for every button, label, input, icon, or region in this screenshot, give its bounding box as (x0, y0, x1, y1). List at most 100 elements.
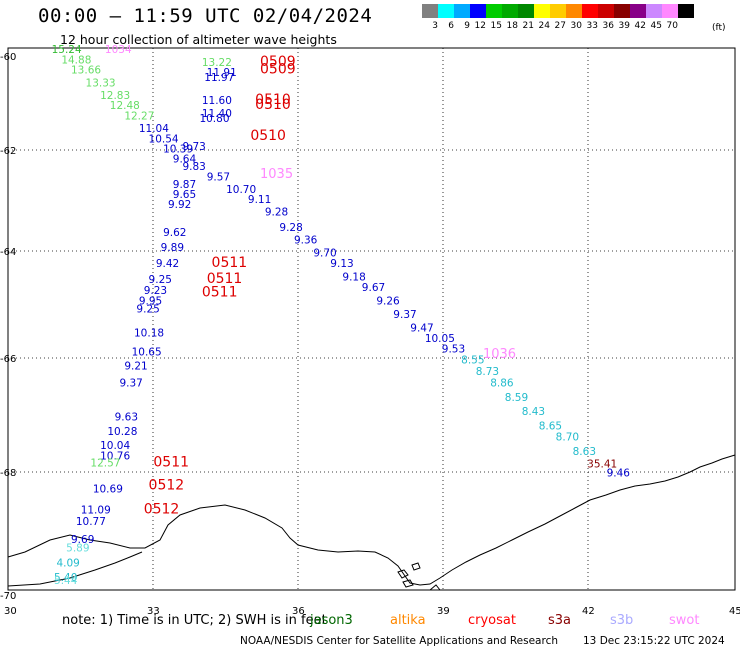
color-legend: 3 6 9 12 15 18 21 24 27 30 33 36 39 42 45 70 (ft) (422, 4, 726, 33)
pass-time-label: 0509 (260, 54, 296, 70)
pass-time-label: 0511 (153, 454, 189, 470)
swh-value: 12.27 (124, 110, 154, 122)
swh-value: 9.13 (330, 258, 353, 270)
coastline (7, 454, 736, 591)
legend-label: 6 (448, 21, 454, 31)
swh-value: 8.86 (490, 378, 514, 390)
legend-label: 39 (618, 21, 630, 31)
swh-value: 15.24 (52, 44, 82, 56)
swh-value: 9.83 (182, 161, 205, 173)
swh-value: 9.37 (119, 378, 142, 390)
pass-time-label: 0511 (202, 284, 238, 300)
swh-value: 8.73 (476, 366, 499, 378)
swh-value: 9.53 (442, 344, 465, 356)
lon-tick-label: 45 (729, 606, 740, 617)
pass-time-label: 0510 (250, 128, 286, 144)
legend-swatch (438, 4, 454, 18)
swh-value: 8.70 (556, 432, 579, 444)
axis-labels: 30 33 36 39 42 45 -60 -62 -64 -66 -68 -70 (0, 52, 740, 617)
swh-value: 10.70 (226, 184, 256, 196)
coastline-mainland (7, 454, 736, 586)
swh-value: 9.92 (168, 199, 191, 211)
pass-time-label: 0512 (149, 478, 185, 494)
legend-swatch (582, 4, 598, 18)
satellite-name-swot: swot (669, 613, 700, 628)
swh-value: 9.37 (393, 309, 416, 321)
island (411, 562, 421, 571)
lat-tick-label: -66 (0, 354, 16, 365)
island (429, 584, 441, 591)
swh-value: 9.62 (163, 227, 186, 239)
legend-label: 36 (602, 21, 614, 31)
legend-swatch (614, 4, 630, 18)
legend-swatches (422, 4, 694, 18)
swh-value: 11.60 (202, 95, 232, 107)
swh-value: 12.83 (100, 90, 130, 102)
island (397, 569, 409, 579)
swh-value: 10.69 (93, 484, 123, 496)
swh-value: 9.28 (279, 222, 302, 234)
swh-value: 10.18 (134, 328, 164, 340)
swh-value: 11.91 (207, 67, 237, 79)
lon-tick-label: 30 (4, 606, 17, 617)
swh-value: 10.39 (163, 144, 193, 156)
lon-tick-label: 36 (292, 606, 305, 617)
lat-tick-label: -68 (0, 468, 16, 479)
legend-label: 9 (464, 21, 470, 31)
pass-time-label: 0510 (255, 97, 291, 113)
swh-value: 9.47 (410, 322, 433, 334)
legend-swatch (662, 4, 678, 18)
legend-swatch (534, 4, 550, 18)
swh-value: 13.33 (86, 77, 116, 89)
legend-swatch (454, 4, 470, 18)
swh-value: 9.95 (139, 296, 162, 308)
swh-value: 35.41 (587, 458, 617, 470)
swh-value: 5.89 (66, 543, 89, 555)
swh-value: 8.59 (505, 392, 528, 404)
swh-value: 11.04 (139, 123, 169, 135)
swh-value: 8.43 (522, 406, 545, 418)
lon-tick-label: 39 (437, 606, 450, 617)
swh-value: 9.64 (173, 154, 197, 166)
swh-value: 8.55 (461, 355, 484, 367)
map-frame (7, 47, 736, 591)
legend-swatch (518, 4, 534, 18)
legend-swatch (470, 4, 486, 18)
legend-label: 30 (570, 21, 582, 31)
swh-value: 9.25 (149, 274, 172, 286)
swh-value: 9.46 (607, 468, 631, 480)
swh-value: 12.57 (90, 457, 120, 469)
legend-label: 42 (634, 21, 646, 31)
swh-value: 10.76 (100, 450, 130, 462)
swh-value: 9.25 (136, 304, 159, 316)
swh-value: 9.36 (294, 234, 318, 246)
swh-value: 9.67 (362, 282, 385, 294)
legend-swatch (646, 4, 662, 18)
swh-value: 9.21 (124, 360, 147, 372)
legend-label: 12 (474, 21, 486, 31)
swh-value: 9.63 (115, 412, 138, 424)
swh-value: 12.48 (110, 100, 140, 112)
timestamp: 13 Dec 23:15:22 UTC 2024 (583, 635, 725, 647)
legend-label: 18 (506, 21, 518, 31)
legend-swatch (550, 4, 566, 18)
lon-tick-label: 33 (147, 606, 160, 617)
swh-value: 13.66 (71, 65, 101, 77)
credit-line: NOAA/NESDIS Center for Satellite Applica… (240, 635, 558, 647)
lat-tick-label: -64 (0, 247, 16, 258)
swh-value: 9.70 (313, 247, 336, 259)
satellite-name-s3a: s3a (548, 613, 572, 628)
swh-value: 10.05 (425, 333, 455, 345)
legend-label: 33 (586, 21, 598, 31)
legend-label: 45 (650, 21, 662, 31)
pass-labels: 1035 1036 (260, 167, 516, 362)
swh-value: 10.04 (100, 440, 130, 452)
swh-value: 9.57 (207, 171, 230, 183)
page-title: 00:00 – 11:59 UTC 02/04/2024 (38, 5, 373, 27)
swh-value: 1034 (105, 44, 132, 56)
legend-labels: 3 6 9 12 15 18 21 24 27 30 33 36 39 42 45 70 (422, 21, 694, 31)
satellite-name-s3b: s3b (610, 613, 634, 628)
pass-id-label: 1035 (260, 167, 293, 182)
wave-observations: 15.24 103414.8813.6613.3312.8312.4812.271… (52, 44, 631, 587)
